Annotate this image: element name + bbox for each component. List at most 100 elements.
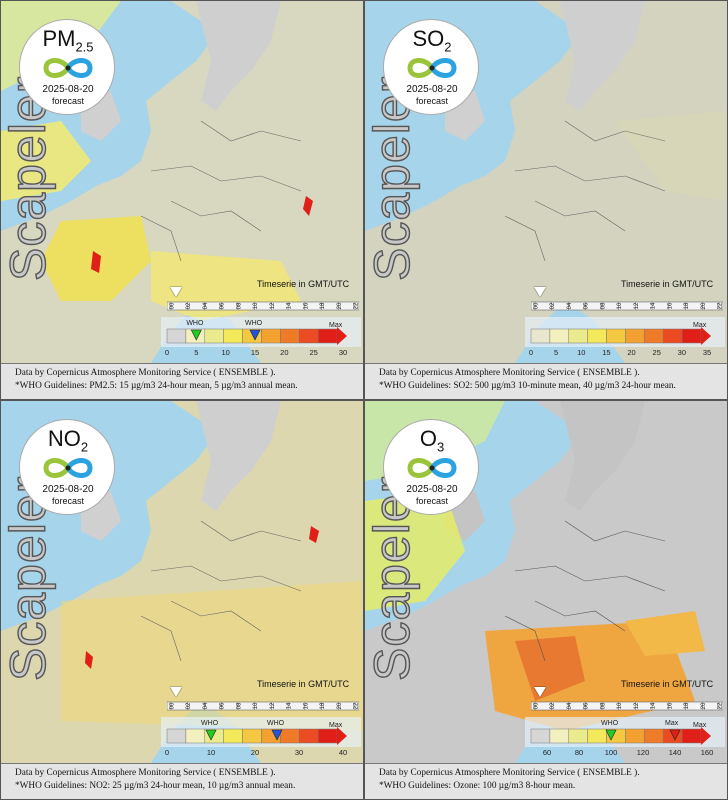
time-tick-label: 20: [701, 302, 707, 309]
legend-tick-label: 60: [543, 748, 551, 757]
legend-swatch: [298, 328, 319, 344]
infinity-logo-icon: [407, 458, 457, 478]
legend-swatch: [317, 328, 338, 344]
time-pointer-icon[interactable]: [170, 287, 182, 297]
time-tick-label: 02: [550, 302, 556, 309]
color-legend: Max 0 5 10 15 20 25 30 35: [525, 317, 725, 357]
who-marker-icon: [271, 729, 283, 741]
time-tick-label: 18: [684, 702, 690, 709]
who-marker-icon: [205, 729, 217, 741]
pollutant-title: SO2: [412, 26, 452, 55]
time-tick-label: 20: [337, 702, 343, 709]
legend-max-arrow-icon: [337, 727, 347, 745]
legend-max-label: Max: [329, 722, 343, 729]
time-pointer-icon[interactable]: [534, 287, 546, 297]
who-marker-label: Max: [665, 720, 679, 727]
who-guideline-text: *WHO Guidelines: PM2.5: 15 µg/m3 24-hour…: [15, 381, 298, 391]
legend-swatch: [223, 728, 243, 744]
time-tick-label: 14: [651, 702, 657, 709]
borders: [140, 520, 302, 662]
time-tick-label: 12: [634, 702, 640, 709]
legend-tick-label: 0: [165, 348, 169, 357]
legend-swatch: [530, 328, 551, 344]
legend-swatch: [261, 328, 281, 344]
footer: Data by Copernicus Atmosphere Monitoring…: [365, 363, 727, 399]
time-tick-label: 22: [354, 702, 360, 709]
time-tick-label: 00: [170, 702, 176, 709]
time-slider[interactable]: 00 02 04 06 08 10 12 14 16 18 20 22: [531, 699, 723, 713]
legend-tick-label: 120: [637, 748, 650, 757]
legend-swatch: [681, 728, 702, 744]
infinity-logo-icon: [407, 58, 457, 78]
time-tick-label: 06: [584, 302, 590, 309]
time-tick-label: 18: [684, 302, 690, 309]
pollutant-title: PM2.5: [42, 26, 94, 55]
legend-tick-label: 10: [207, 748, 215, 757]
source-text: Data by Copernicus Atmosphere Monitoring…: [379, 368, 640, 378]
borders: [504, 120, 666, 262]
legend-tick-label: 0: [165, 748, 169, 757]
pollutant-badge: SO2 2025-08-20 forecast: [383, 19, 479, 115]
legend-swatch: [625, 328, 645, 344]
time-tick-label: 06: [584, 702, 590, 709]
forecast-date: 2025-08-20: [406, 484, 458, 495]
time-slider[interactable]: 00 02 04 06 08 10 12 14 16 18 20 22: [531, 299, 723, 313]
time-slider[interactable]: 00 02 04 06 08 10 12 14 16 18 20 22: [167, 299, 359, 313]
legend-tick-label: 10: [221, 348, 229, 357]
source-text: Data by Copernicus Atmosphere Monitoring…: [379, 768, 640, 778]
legend-swatch: [681, 328, 702, 344]
legend-swatch: [644, 328, 664, 344]
atlantic-layer: [1, 121, 91, 201]
legend-tick-label: 30: [678, 348, 686, 357]
legend-swatch: [242, 728, 262, 744]
timeserie-label: Timeserie in GMT/UTC: [257, 679, 350, 689]
time-tick-label: 02: [550, 702, 556, 709]
scandinavia: [560, 401, 645, 511]
pollutant-title: O3: [419, 426, 445, 455]
forecast-label: forecast: [415, 96, 448, 106]
time-pointer-icon[interactable]: [170, 687, 182, 697]
time-tick-label: 22: [718, 302, 724, 309]
time-tick-label: 16: [667, 302, 673, 309]
hotspot-layer: [515, 636, 585, 701]
legend-tick-label: 15: [602, 348, 610, 357]
time-tick-label: 06: [220, 702, 226, 709]
who-marker-icon: [190, 329, 202, 341]
legend-tick-label: 140: [669, 748, 682, 757]
forecast-date: 2025-08-20: [42, 84, 94, 95]
time-slider[interactable]: 00 02 04 06 08 10 12 14 16 18 20 22: [167, 699, 359, 713]
time-tick-label: 18: [320, 302, 326, 309]
time-tick-label: 10: [617, 702, 623, 709]
panel-o3: Scapeler O3 2025-08-20 forecast Timeseri…: [364, 400, 728, 800]
panel-pm25: Scapeler PM2.5 2025-08-20 forecast Times…: [0, 0, 364, 400]
hotspot: [303, 196, 313, 216]
time-tick-label: 18: [320, 702, 326, 709]
legend-swatch: [317, 728, 338, 744]
legend-swatch: [530, 728, 551, 744]
legend-swatch: [549, 328, 570, 344]
legend-max-label: Max: [329, 322, 343, 329]
timeserie-label: Timeserie in GMT/UTC: [621, 679, 714, 689]
legend-swatch: [568, 328, 588, 344]
legend-tick-label: 5: [194, 348, 198, 357]
legend-swatch: [204, 328, 224, 344]
pollutant-badge: PM2.5 2025-08-20 forecast: [19, 19, 115, 115]
legend-swatch: [587, 728, 607, 744]
time-pointer-icon[interactable]: [534, 687, 546, 697]
who-guideline-text: *WHO Guidelines: SO2: 500 µg/m3 10-minut…: [379, 381, 676, 391]
legend-swatch: [280, 328, 300, 344]
panel-so2: Scapeler SO2 2025-08-20 forecast Timeser…: [364, 0, 728, 400]
time-tick-label: 10: [253, 702, 259, 709]
legend-swatch: [587, 328, 607, 344]
legend-tick-label: 10: [577, 348, 585, 357]
hotspot: [85, 651, 93, 669]
land-mass: [365, 1, 727, 363]
who-marker-label: WHO: [201, 720, 219, 727]
time-tick-label: 00: [534, 302, 540, 309]
who-marker-icon: [669, 729, 681, 741]
pollutant-badge: O3 2025-08-20 forecast: [383, 419, 479, 515]
time-tick-label: 04: [567, 302, 573, 309]
legend-tick-label: 5: [554, 348, 558, 357]
legend-tick-label: 20: [627, 348, 635, 357]
